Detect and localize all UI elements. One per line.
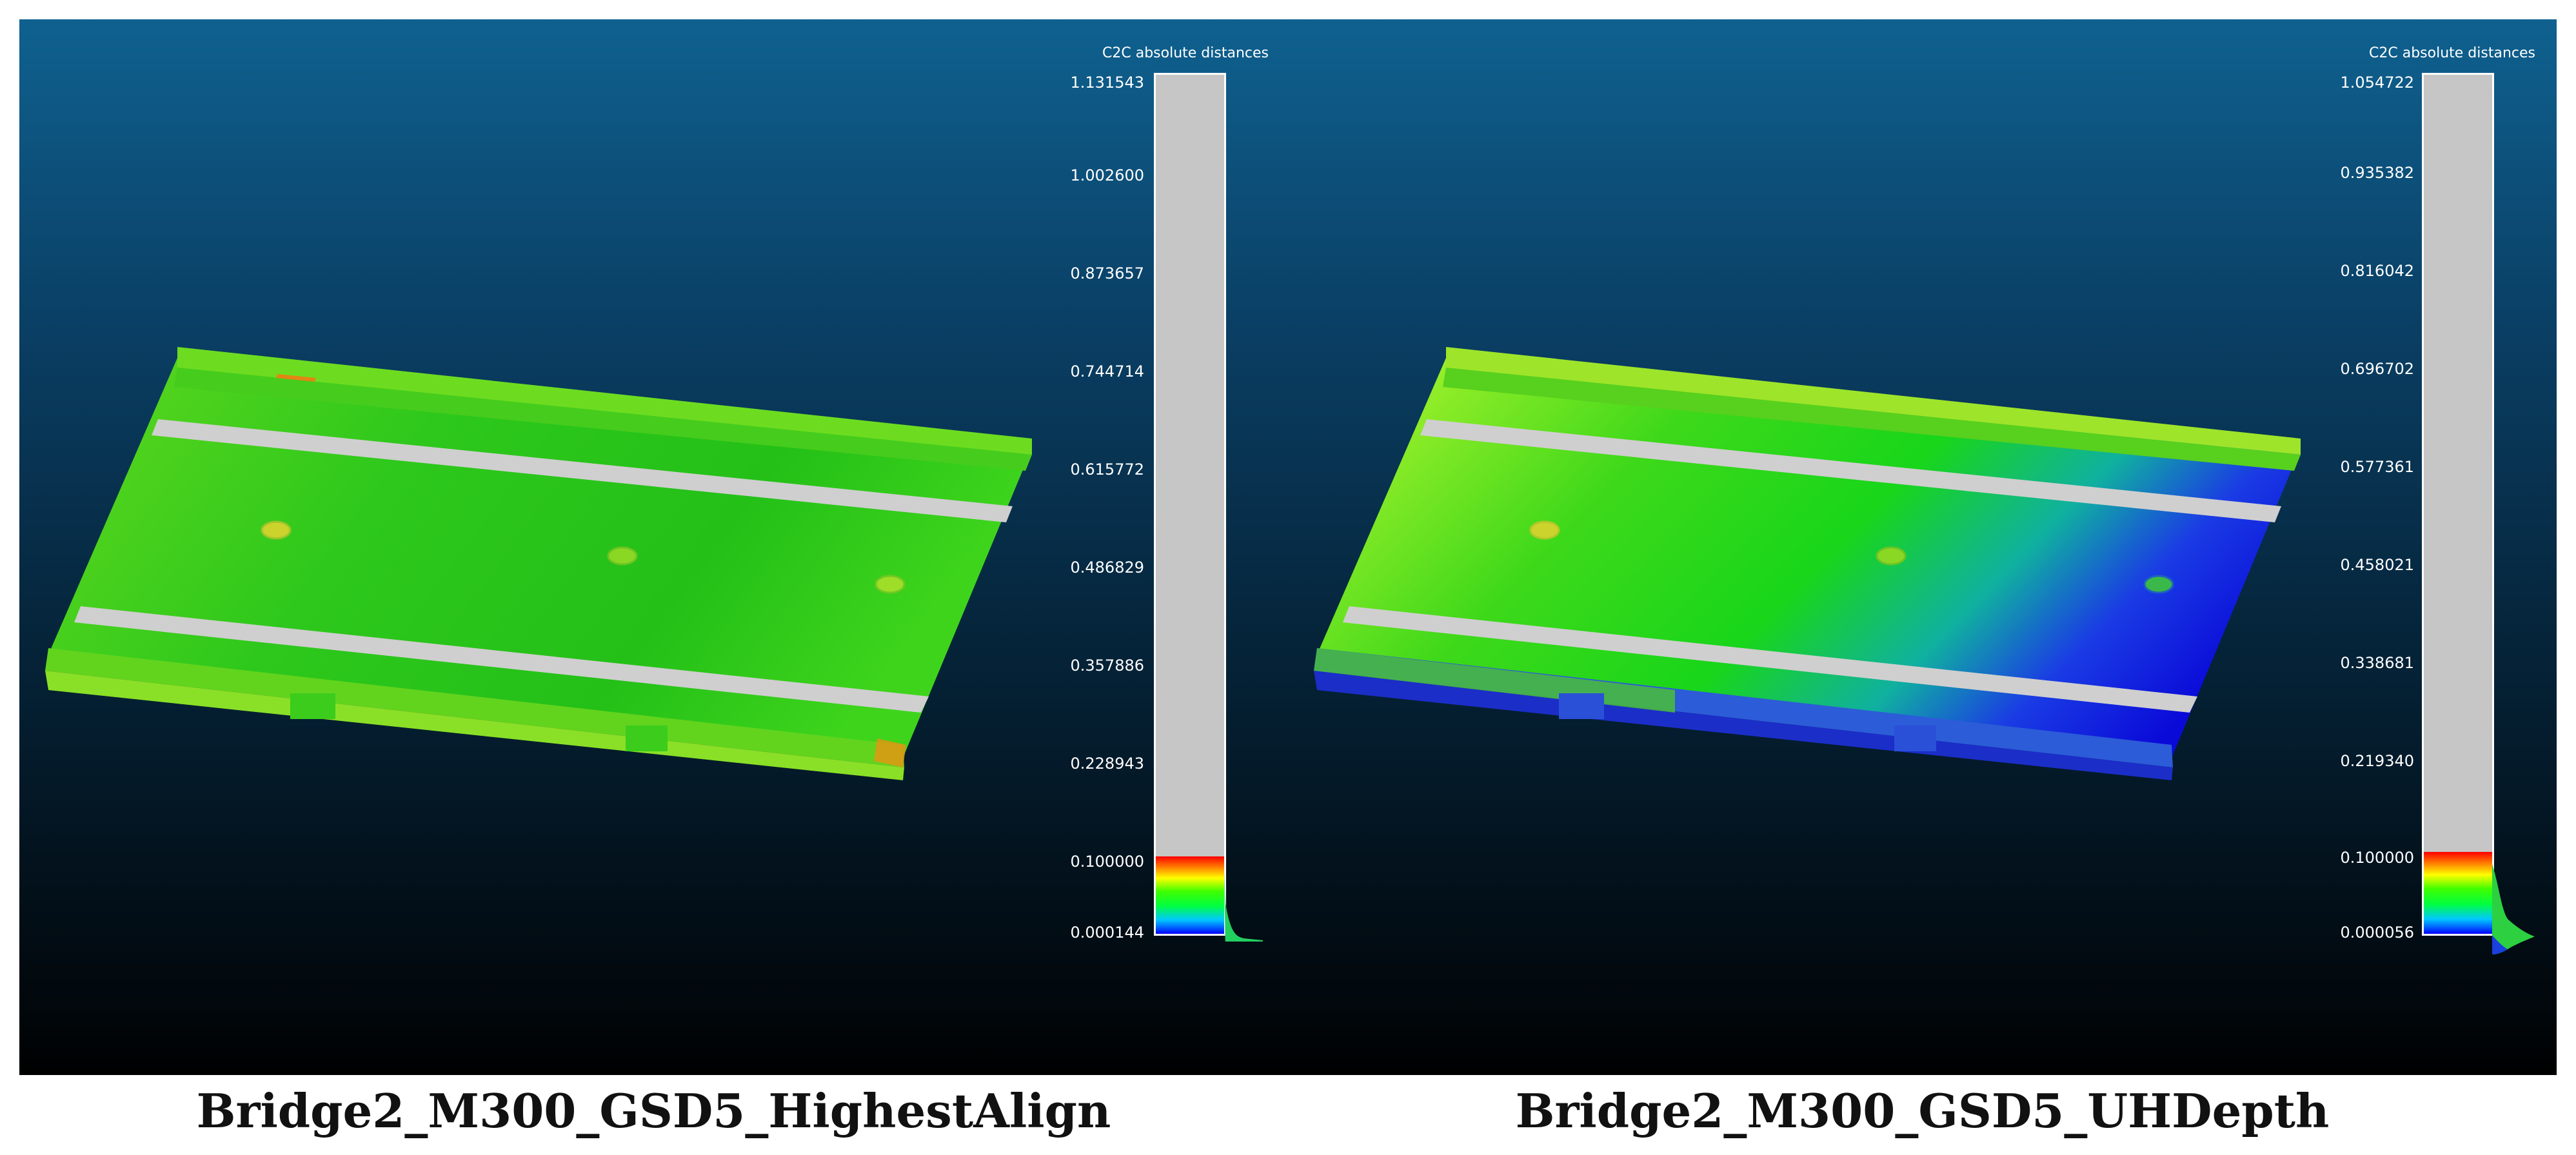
right-comparison-panel: C2C absolute distances 1.054722 0.935382…	[1288, 19, 2557, 1075]
scale-tick-label: 0.357886	[1070, 656, 1144, 675]
scale-tick-label: 0.458021	[2340, 556, 2414, 574]
scale-title: C2C absolute distances	[1102, 45, 1269, 61]
scale-tick-label: 1.054722	[2340, 74, 2414, 92]
scale-tick-label: 0.935382	[2340, 164, 2414, 182]
scale-title: C2C absolute distances	[2369, 45, 2535, 61]
color-scale-bar	[1154, 73, 1226, 936]
scale-tick-label: 0.577361	[2340, 458, 2414, 476]
distance-histogram	[2492, 864, 2535, 954]
color-scale-bar	[2422, 73, 2494, 936]
point-cloud-bridge-deck[interactable]	[19, 19, 1288, 1075]
scale-tick-label: 0.615772	[1070, 460, 1144, 479]
scale-tick-label: 0.219340	[2340, 752, 2414, 770]
scale-tick-label: 1.002600	[1070, 166, 1144, 184]
scale-tick-label: 0.744714	[1070, 362, 1144, 380]
scale-tick-label: 0.486829	[1070, 558, 1144, 577]
point-cloud-bridge-deck[interactable]	[1288, 19, 2557, 1075]
scale-tick-label: 0.816042	[2340, 262, 2414, 280]
scale-tick-label: 0.000056	[2340, 923, 2414, 942]
color-scale-colored-range	[1156, 856, 1224, 934]
color-scale-colored-range	[2424, 852, 2492, 934]
distance-histogram	[1224, 871, 1263, 942]
right-panel-caption: Bridge2_M300_GSD5_UHDepth	[1515, 1083, 2330, 1138]
left-comparison-panel: C2C absolute distances 1.131543 1.002600…	[19, 19, 1288, 1075]
scale-tick-label: 0.696702	[2340, 360, 2414, 378]
scale-tick-label: 0.338681	[2340, 654, 2414, 672]
scale-tick-label: 0.000144	[1070, 923, 1144, 942]
scale-tick-label: 0.100000	[1070, 853, 1144, 871]
cloudcompare-3d-viewport[interactable]: C2C absolute distances 1.131543 1.002600…	[19, 19, 2557, 1075]
scale-tick-label: 0.228943	[1070, 755, 1144, 773]
scale-tick-label: 0.873657	[1070, 264, 1144, 282]
left-panel-caption: Bridge2_M300_GSD5_HighestAlign	[196, 1083, 1111, 1138]
scale-tick-label: 0.100000	[2340, 849, 2414, 867]
scale-tick-label: 1.131543	[1070, 74, 1144, 92]
